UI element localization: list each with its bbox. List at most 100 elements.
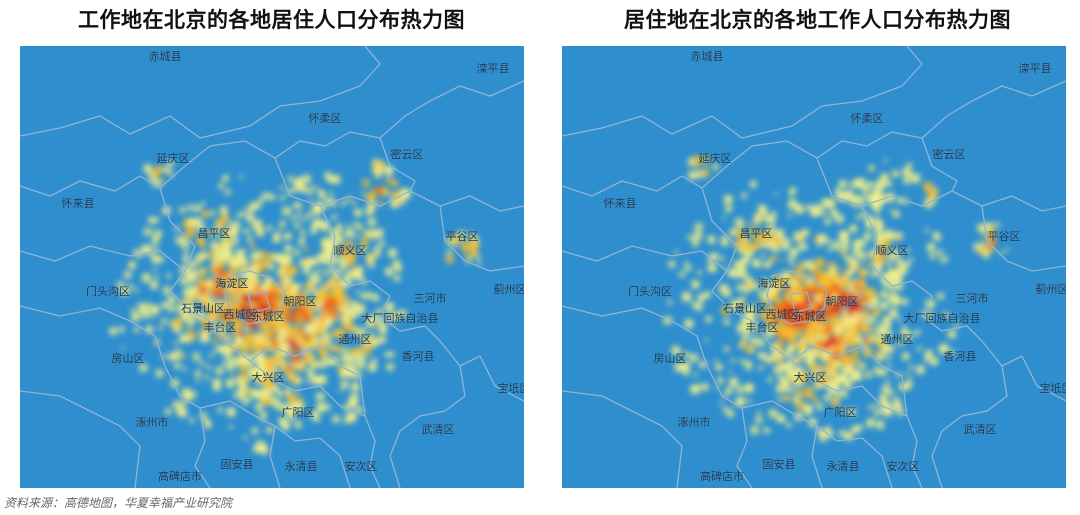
heat-cell — [883, 315, 891, 324]
heat-cell — [222, 300, 231, 308]
heat-cell — [780, 237, 787, 244]
heat-cell — [743, 332, 750, 338]
heat-cell — [808, 418, 817, 427]
heat-cell — [873, 205, 881, 213]
heat-cell — [813, 380, 820, 386]
heat-cell — [819, 351, 826, 359]
heat-cell — [279, 220, 286, 228]
heat-cell — [845, 255, 851, 261]
heat-cell — [223, 311, 233, 321]
heat-cell — [798, 353, 803, 359]
heat-cell — [811, 338, 819, 346]
heat-cell — [865, 218, 870, 223]
heat-cell — [793, 328, 802, 337]
heat-cell — [217, 407, 223, 413]
heat-cell — [237, 354, 242, 359]
heat-cell — [241, 357, 246, 362]
heat-cell — [801, 336, 809, 344]
heat-cell — [269, 329, 273, 333]
place-label: 赤城县 — [690, 50, 724, 63]
heat-cell — [846, 305, 854, 312]
heat-cell — [339, 260, 348, 269]
heat-cell — [344, 299, 350, 306]
heat-cell — [849, 374, 857, 381]
heat-cell — [761, 253, 765, 258]
heat-cell — [399, 309, 407, 318]
heat-cell — [852, 369, 861, 378]
heat-cell — [864, 296, 870, 303]
heat-cell — [868, 405, 873, 410]
heat-cell — [925, 312, 933, 319]
heat-cell — [830, 378, 840, 388]
heat-cell — [930, 357, 938, 365]
heat-cell — [735, 228, 742, 235]
heat-cell — [321, 256, 330, 265]
heat-cell — [130, 307, 135, 312]
heat-cell — [687, 235, 692, 240]
heat-cell — [343, 251, 351, 259]
heat-cell — [844, 191, 851, 198]
heat-cell — [173, 318, 183, 328]
heat-cell — [312, 228, 317, 234]
heat-cell — [809, 303, 816, 310]
heat-cell — [876, 421, 885, 429]
heat-cell — [288, 370, 293, 376]
heat-cell — [299, 293, 306, 301]
heat-cell — [701, 383, 709, 391]
heat-cell — [179, 277, 187, 285]
heat-cell — [318, 191, 326, 199]
admin-boundary — [159, 80, 524, 189]
heat-cell — [133, 249, 141, 257]
place-label: 怀柔区 — [308, 112, 342, 125]
heat-cell — [154, 229, 162, 237]
heat-cell — [873, 335, 882, 344]
heat-cell — [236, 356, 246, 365]
heat-cell — [346, 240, 352, 246]
heat-cell — [470, 250, 478, 258]
heat-cell — [218, 367, 222, 371]
heat-cell — [846, 267, 855, 276]
heat-cell — [772, 245, 780, 252]
heat-cell — [360, 247, 365, 253]
heat-cell — [874, 260, 883, 269]
heat-cell — [386, 192, 390, 196]
heat-cell — [850, 194, 859, 204]
heat-cell — [258, 304, 267, 313]
heat-cell — [255, 371, 264, 381]
heat-cell — [298, 239, 305, 246]
heat-cell — [873, 185, 882, 193]
heat-cell — [378, 201, 383, 206]
heat-cell — [783, 385, 789, 392]
heat-cell — [358, 228, 362, 232]
heat-cell — [361, 327, 367, 334]
heat-cell — [325, 197, 334, 206]
heat-cell — [210, 277, 214, 282]
heat-cell — [276, 303, 282, 309]
heat-cell — [806, 358, 814, 366]
heat-cell — [840, 267, 844, 271]
heat-cell — [774, 240, 781, 247]
heat-cell — [895, 282, 903, 291]
heat-cell — [296, 212, 302, 218]
heat-cell — [680, 362, 690, 372]
heat-cell — [227, 293, 234, 300]
heat-cell — [826, 430, 833, 438]
heat-cell — [322, 305, 332, 315]
heat-cell — [1006, 248, 1010, 252]
heat-cell — [852, 333, 857, 338]
heat-cell — [774, 193, 778, 197]
heat-cell — [809, 266, 816, 273]
heat-cell — [693, 231, 703, 241]
heat-cell — [832, 272, 841, 282]
heat-cell — [353, 312, 359, 318]
heat-cell — [251, 219, 261, 229]
heat-cell — [225, 362, 234, 371]
heat-cell — [208, 230, 214, 236]
heat-cell — [371, 364, 377, 371]
admin-boundary — [701, 187, 738, 312]
heat-cell — [781, 271, 789, 280]
heat-cell — [363, 344, 373, 354]
heat-cell — [239, 394, 246, 401]
place-label: 固安县 — [762, 458, 796, 471]
heat-cell — [930, 188, 939, 197]
